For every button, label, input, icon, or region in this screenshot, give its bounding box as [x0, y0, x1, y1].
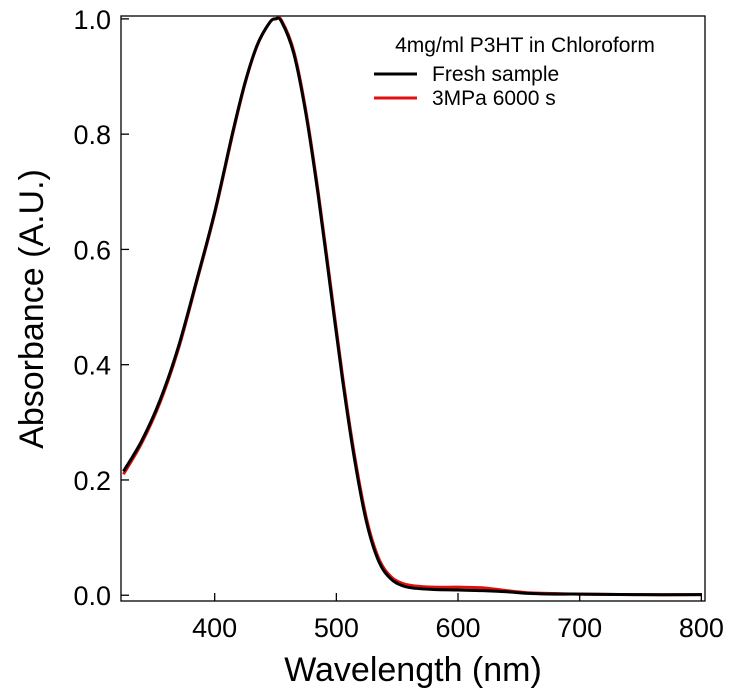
x-tick-label: 600 [435, 613, 480, 643]
x-axis-title: Wavelength (nm) [284, 651, 542, 689]
x-tick-label: 800 [679, 613, 724, 643]
plot-frame [120, 15, 706, 602]
legend-label: Fresh sample [432, 63, 559, 86]
x-tick-label: 700 [557, 613, 602, 643]
y-tick-label: 0.6 [73, 235, 111, 265]
y-tick-label: 1.0 [73, 5, 111, 35]
legend-title: 4mg/ml P3HT in Chloroform [395, 34, 655, 57]
x-tick-label: 500 [314, 613, 359, 643]
y-tick-label: 0.8 [73, 120, 111, 150]
y-axis-title: Absorbance (A.U.) [13, 169, 51, 449]
y-tick-label: 0.4 [73, 351, 111, 381]
series-line-fresh-sample [122, 16, 702, 597]
legend-label: 3MPa 6000 s [432, 87, 556, 110]
y-tick-label: 0.0 [73, 581, 111, 611]
x-tick-label: 400 [192, 613, 237, 643]
series-line-3mpa-6000-s [122, 16, 702, 597]
y-tick-label: 0.2 [73, 466, 111, 496]
